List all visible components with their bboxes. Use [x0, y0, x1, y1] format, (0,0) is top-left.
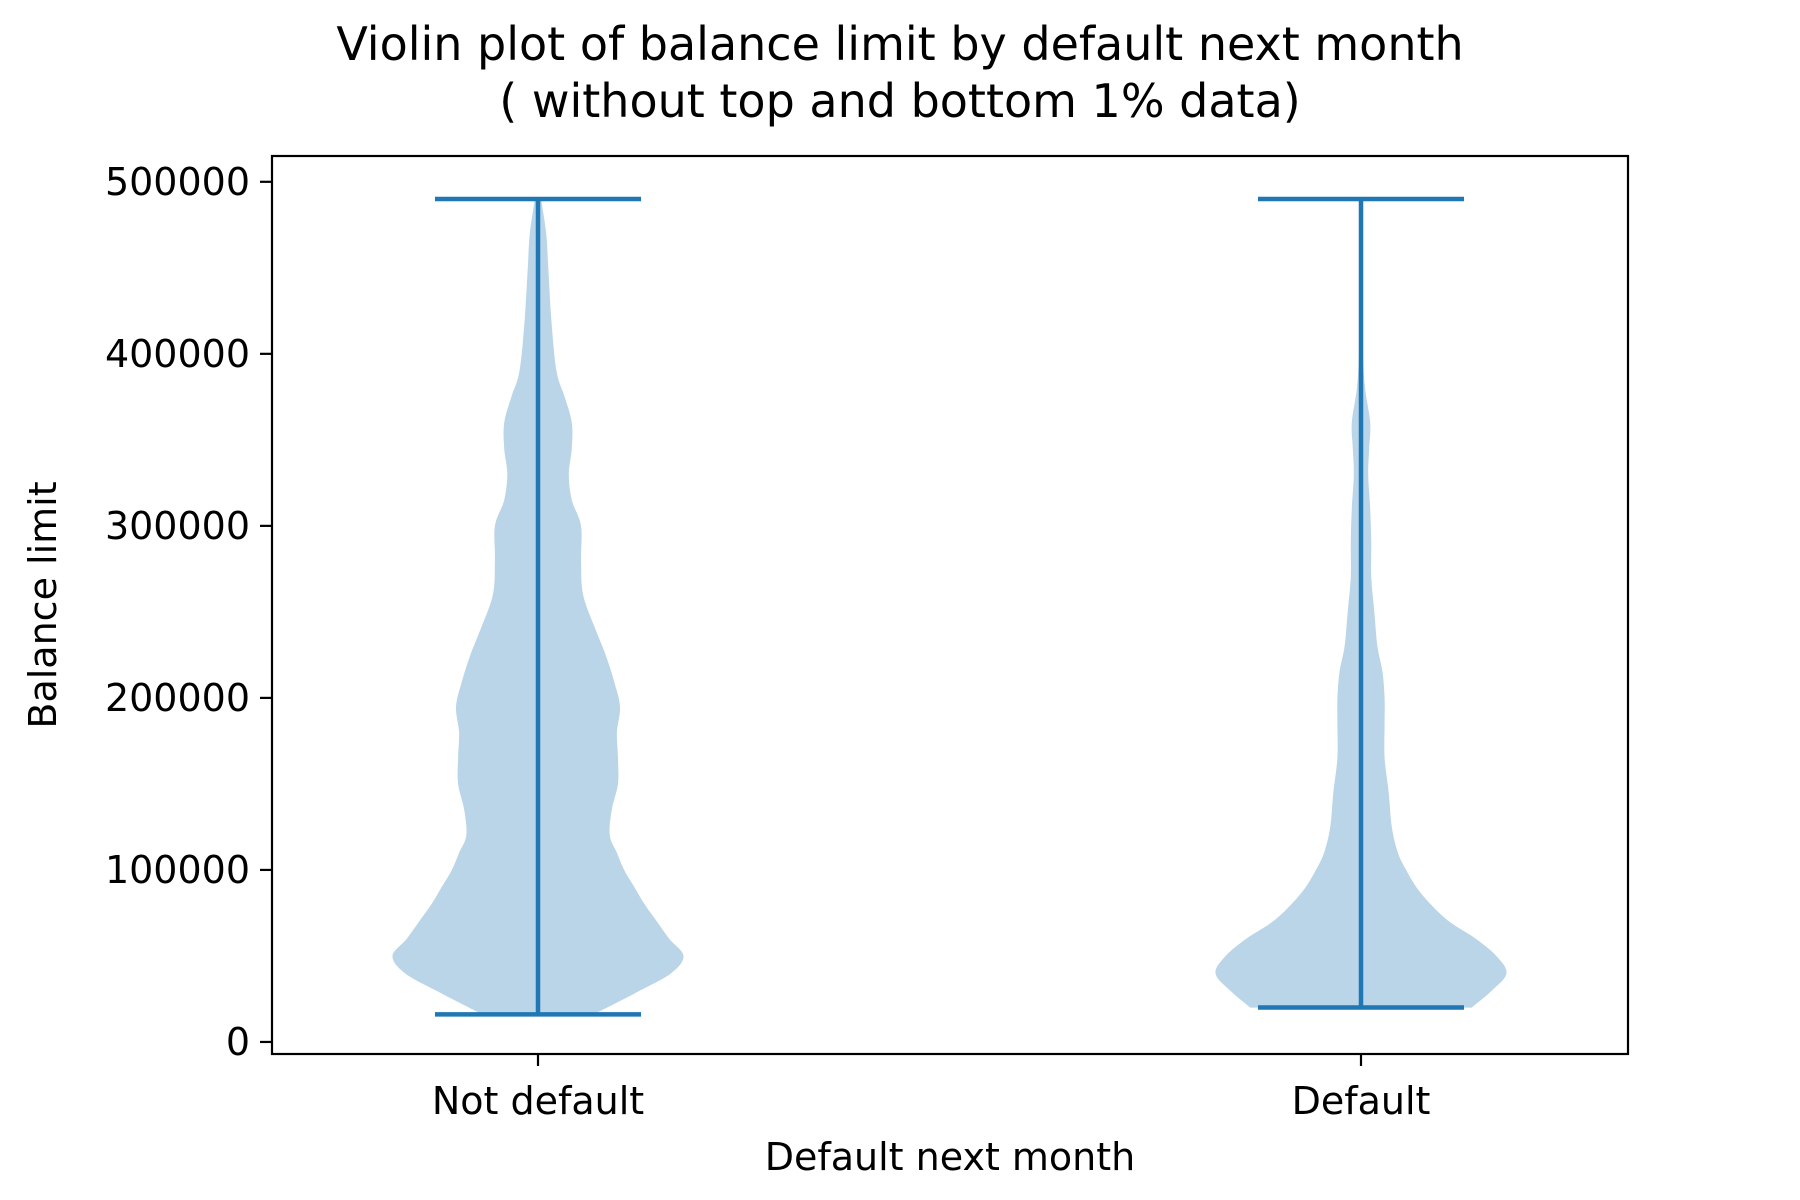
y-tick-label: 0 — [226, 1020, 250, 1064]
y-tick-label: 400000 — [105, 332, 250, 376]
x-tick-label: Not default — [432, 1079, 644, 1123]
y-tick-label: 300000 — [105, 504, 250, 548]
violin-bodies — [392, 199, 1507, 1015]
y-axis-label: Balance limit — [21, 481, 65, 728]
x-axis-label: Default next month — [765, 1135, 1136, 1179]
y-tick-label: 200000 — [105, 676, 250, 720]
plot-area-frame — [270, 154, 1630, 1056]
x-axis: Not default Default — [432, 1054, 1431, 1123]
chart-title-line-2: ( without top and bottom 1% data) — [499, 74, 1300, 128]
y-tick-label: 100000 — [105, 848, 250, 892]
violin-extrema-lines — [435, 196, 1464, 1017]
chart-title: Violin plot of balance limit by default … — [336, 17, 1463, 128]
chart-title-line-1: Violin plot of balance limit by default … — [336, 17, 1463, 71]
x-tick-label: Default — [1292, 1079, 1431, 1123]
y-tick-label: 500000 — [105, 160, 250, 204]
y-axis: 0 100000 200000 300000 400000 500000 — [105, 160, 272, 1064]
